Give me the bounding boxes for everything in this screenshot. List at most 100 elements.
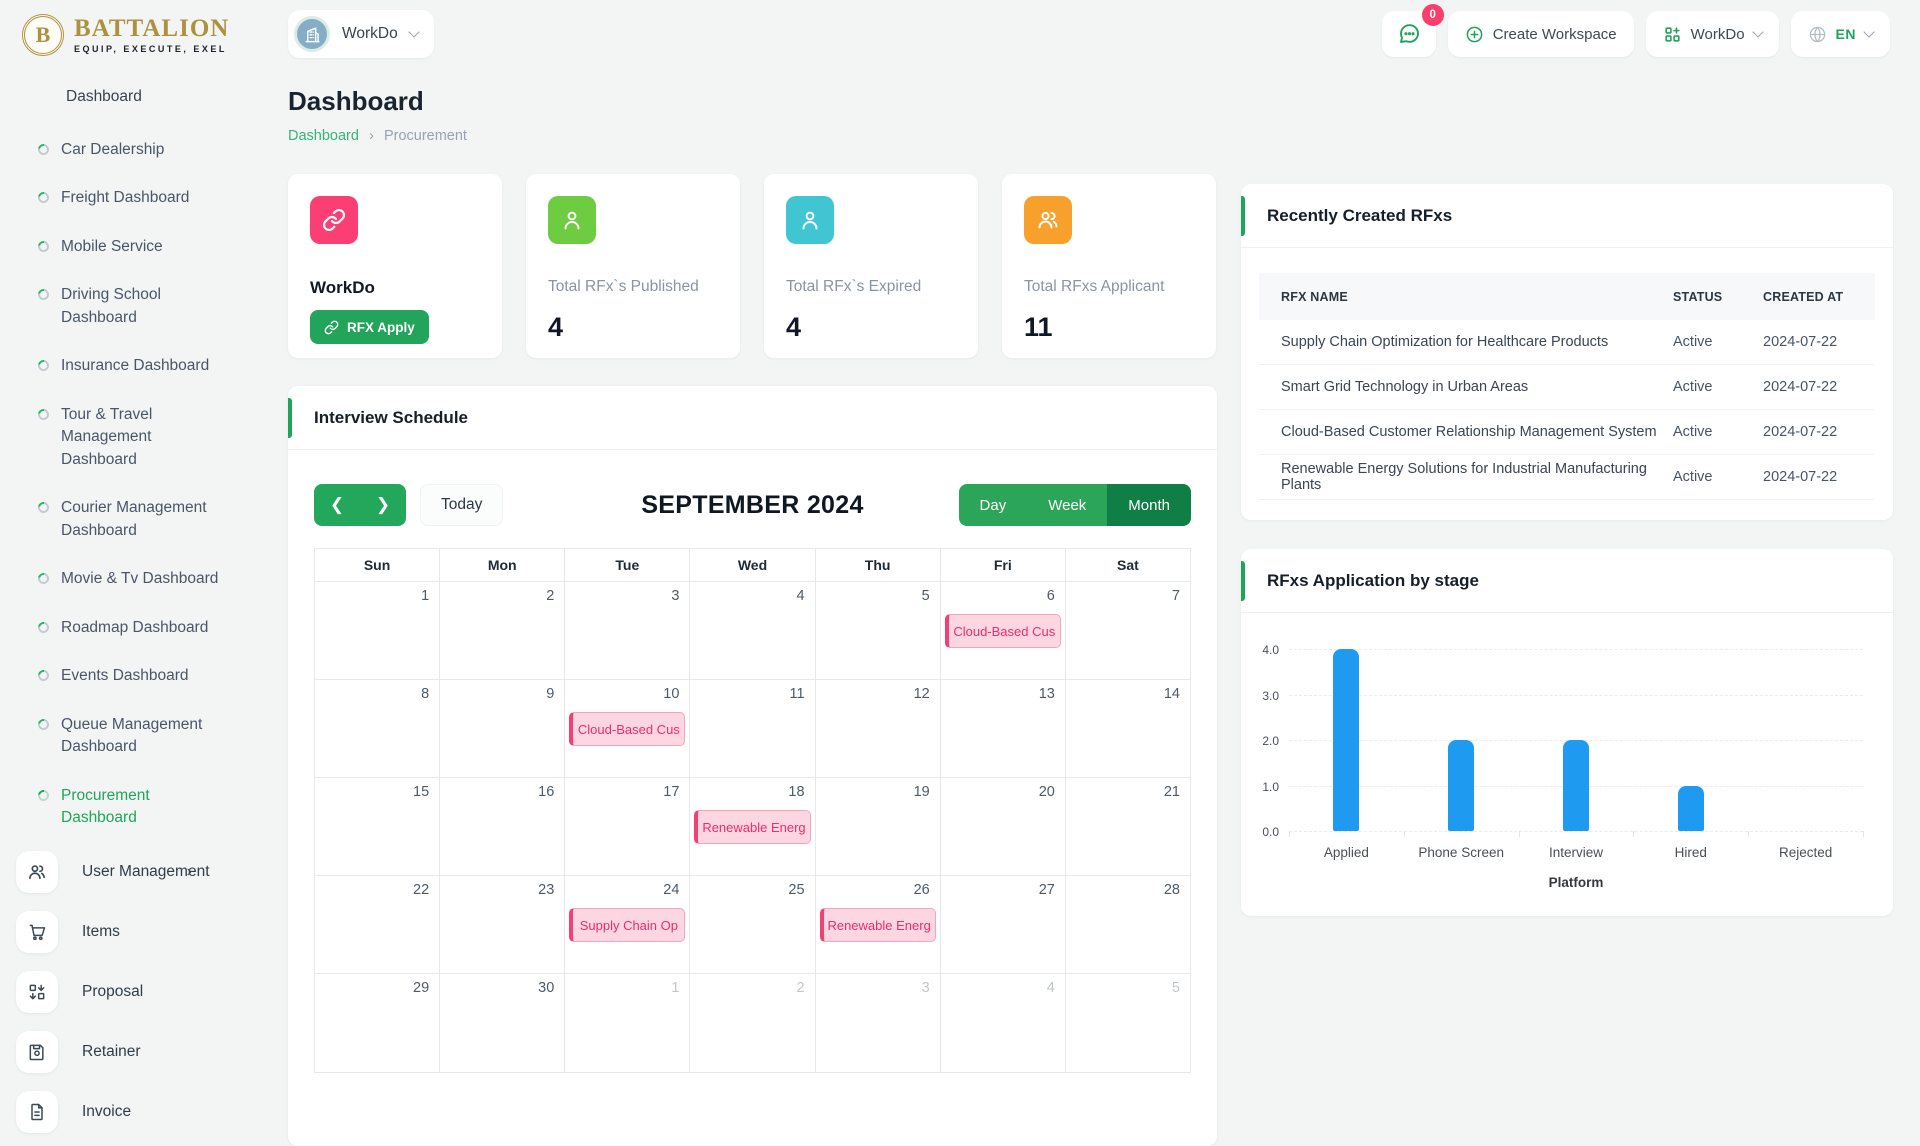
calendar-day-cell[interactable]: 26 Renewable Energ — [815, 876, 941, 974]
sidebar-item-retainer[interactable]: Retainer — [0, 1022, 268, 1082]
calendar-day-cell[interactable]: 3 — [565, 582, 691, 680]
workspace-menu-button[interactable]: WorkDo — [1645, 11, 1779, 57]
calendar-view-day-button[interactable]: Day — [958, 484, 1028, 526]
calendar-day-cell[interactable]: 15 — [315, 778, 441, 876]
sidebar-item-events-dashboard[interactable]: Events Dashboard — [0, 652, 268, 700]
sidebar-item-car-dealership[interactable]: Car Dealership — [0, 126, 268, 174]
calendar-day-cell[interactable]: 28 — [1065, 876, 1190, 974]
calendar-day-cell[interactable]: 5 — [815, 582, 941, 680]
table-row[interactable]: Cloud-Based Customer Relationship Manage… — [1259, 410, 1875, 455]
calendar-next-button[interactable]: ❯ — [360, 484, 406, 526]
chevron-down-icon — [1863, 26, 1875, 38]
rfx-created-at: 2024-07-22 — [1763, 379, 1838, 395]
calendar-day-number: 17 — [663, 784, 680, 800]
language-selector[interactable]: EN — [1790, 11, 1890, 57]
calendar-event[interactable]: Renewable Energ — [819, 908, 936, 942]
brand-monogram: B — [35, 22, 51, 47]
calendar-day-cell[interactable]: 3 — [816, 974, 941, 1072]
sidebar-item-movie-tv-dashboard[interactable]: Movie & Tv Dashboard — [0, 555, 268, 603]
table-row[interactable]: Smart Grid Technology in Urban Areas Acti… — [1259, 365, 1875, 410]
stat-value: 4 — [786, 312, 802, 342]
calendar-day-cell[interactable]: 23 — [440, 876, 566, 974]
sidebar-item-procurement-dashboard[interactable]: Procurement Dashboard — [0, 772, 268, 843]
sidebar-item-insurance-dashboard[interactable]: Insurance Dashboard — [0, 342, 268, 390]
calendar-grid: Sun Mon Tue Wed Thu Fri Sat 1 2 3 4 5 6 Cloud-Based C… — [314, 548, 1191, 1073]
calendar-day-number: 10 — [663, 686, 680, 702]
sidebar-item-mobile-service[interactable]: Mobile Service — [0, 223, 268, 271]
dashboard-dot-icon — [35, 787, 52, 803]
sidebar-group-dashboard[interactable]: Dashboard — [66, 88, 142, 105]
calendar-day-cell[interactable]: 9 — [440, 680, 566, 778]
calendar-day-cell[interactable]: 17 — [565, 778, 691, 876]
chevron-down-icon — [1751, 26, 1764, 38]
calendar-event[interactable]: Supply Chain Op — [569, 908, 686, 942]
calendar-day-cell[interactable]: 5 — [1066, 974, 1190, 1072]
sidebar-item-items[interactable]: Items — [0, 902, 268, 962]
calendar-day-cell[interactable]: 21 — [1065, 778, 1190, 876]
calendar-prev-button[interactable]: ❮ — [314, 484, 360, 526]
calendar-day-cell[interactable]: 30 — [440, 974, 566, 1072]
rfx-apply-button[interactable]: RFX Apply — [310, 310, 429, 344]
calendar-day-cell[interactable]: 1 — [565, 974, 691, 1072]
calendar-day-cell[interactable]: 22 — [315, 876, 441, 974]
sidebar-item-driving-school-dashboard[interactable]: Driving School Dashboard — [0, 271, 268, 342]
calendar-event[interactable]: Renewable Energ — [694, 810, 811, 844]
calendar-day-cell[interactable]: 19 — [815, 778, 941, 876]
calendar-day-number: 20 — [1038, 784, 1055, 800]
calendar-day-cell[interactable]: 4 — [941, 974, 1066, 1072]
calendar-day-number: 12 — [913, 686, 930, 702]
calendar-day-cell[interactable]: 20 — [940, 778, 1066, 876]
chevron-right-icon: › — [186, 863, 192, 881]
rfx-apply-label: RFX Apply — [347, 319, 415, 335]
calendar-day-cell[interactable]: 25 — [690, 876, 816, 974]
calendar-day-cell[interactable]: 6 Cloud-Based Cus — [940, 582, 1066, 680]
calendar-day-cell[interactable]: 29 — [315, 974, 441, 1072]
create-workspace-button[interactable]: Create Workspace — [1447, 11, 1634, 57]
sidebar-item-queue-management-dashboard[interactable]: Queue Management Dashboard — [0, 701, 268, 772]
calendar-day-cell[interactable]: 18 Renewable Energ — [690, 778, 816, 876]
calendar-day-cell[interactable]: 1 — [315, 582, 441, 680]
dashboard-dot-icon — [35, 716, 52, 732]
calendar-view-month-button[interactable]: Month — [1107, 484, 1191, 526]
calendar-event[interactable]: Cloud-Based Cus — [944, 614, 1061, 648]
calendar-day-cell[interactable]: 16 — [440, 778, 566, 876]
table-row[interactable]: Renewable Energy Solutions for Industria… — [1259, 455, 1875, 500]
calendar-day-cell[interactable]: 27 — [940, 876, 1066, 974]
calendar-day-cell[interactable]: 2 — [440, 582, 566, 680]
sidebar-item-label: Proposal — [82, 983, 144, 1001]
calendar-day-cell[interactable]: 10 Cloud-Based Cus — [565, 680, 691, 778]
calendar-day-cell[interactable]: 24 Supply Chain Op — [565, 876, 691, 974]
sidebar-item-invoice[interactable]: Invoice — [0, 1082, 268, 1142]
calendar-day-cell[interactable]: 14 — [1065, 680, 1190, 778]
stat-title: Total RFx`s Published — [548, 278, 699, 295]
calendar-day-cell[interactable]: 8 — [315, 680, 441, 778]
chart-bar-phone-screen[interactable] — [1448, 740, 1475, 831]
workspace-switcher[interactable]: WorkDo — [288, 10, 434, 58]
table-row[interactable]: Supply Chain Optimization for Healthcare… — [1259, 320, 1875, 365]
chart-ytick-label: 0.0 — [1262, 825, 1279, 839]
sidebar-item-roadmap-dashboard[interactable]: Roadmap Dashboard — [0, 604, 268, 652]
calendar-day-cell[interactable]: 11 — [690, 680, 816, 778]
chart-xaxis-title: Platform — [1548, 875, 1604, 890]
messages-button[interactable]: 0 — [1381, 4, 1444, 57]
chart-gridline: 4.0 — [1262, 643, 1863, 657]
topbar: WorkDo 0 Create Workspace WorkDo EN — [288, 4, 1890, 58]
sidebar-item-tour-travel-management-dashboard[interactable]: Tour & Travel Management Dashboard — [0, 391, 268, 484]
sidebar-item-proposal[interactable]: Proposal — [0, 962, 268, 1022]
calendar-event[interactable]: Cloud-Based Cus — [569, 712, 686, 746]
sidebar-item-user-management[interactable]: User Management › — [0, 842, 268, 902]
calendar-view-week-button[interactable]: Week — [1027, 484, 1108, 526]
breadcrumb-dashboard-link[interactable]: Dashboard — [288, 127, 359, 144]
sidebar-item-freight-dashboard[interactable]: Freight Dashboard — [0, 174, 268, 222]
brand-logo[interactable]: B BATTALION EQUIP, EXECUTE, EXEL — [0, 0, 268, 66]
calendar-day-cell[interactable]: 2 — [690, 974, 816, 1072]
calendar-day-cell[interactable]: 4 — [690, 582, 816, 680]
calendar-today-button[interactable]: Today — [420, 484, 504, 526]
chart-bar-interview[interactable] — [1563, 740, 1589, 831]
chart-bar-hired[interactable] — [1677, 785, 1704, 831]
calendar-day-cell[interactable]: 12 — [815, 680, 941, 778]
calendar-day-cell[interactable]: 13 — [940, 680, 1066, 778]
chart-bar-applied[interactable] — [1333, 649, 1360, 831]
sidebar-item-courier-management-dashboard[interactable]: Courier Management Dashboard — [0, 484, 268, 555]
calendar-day-cell[interactable]: 7 — [1065, 582, 1190, 680]
